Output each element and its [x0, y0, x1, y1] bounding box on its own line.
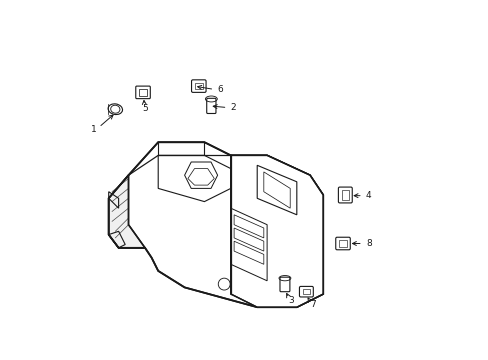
Text: 7: 7 — [309, 300, 315, 309]
Text: 6: 6 — [217, 85, 223, 94]
Text: 4: 4 — [365, 191, 371, 200]
Text: 3: 3 — [288, 296, 294, 305]
Polygon shape — [108, 175, 145, 248]
Polygon shape — [108, 142, 323, 307]
Text: 5: 5 — [142, 104, 147, 113]
Text: 1: 1 — [91, 125, 97, 134]
Text: 8: 8 — [365, 239, 371, 248]
Polygon shape — [230, 156, 323, 307]
Text: 2: 2 — [230, 103, 236, 112]
